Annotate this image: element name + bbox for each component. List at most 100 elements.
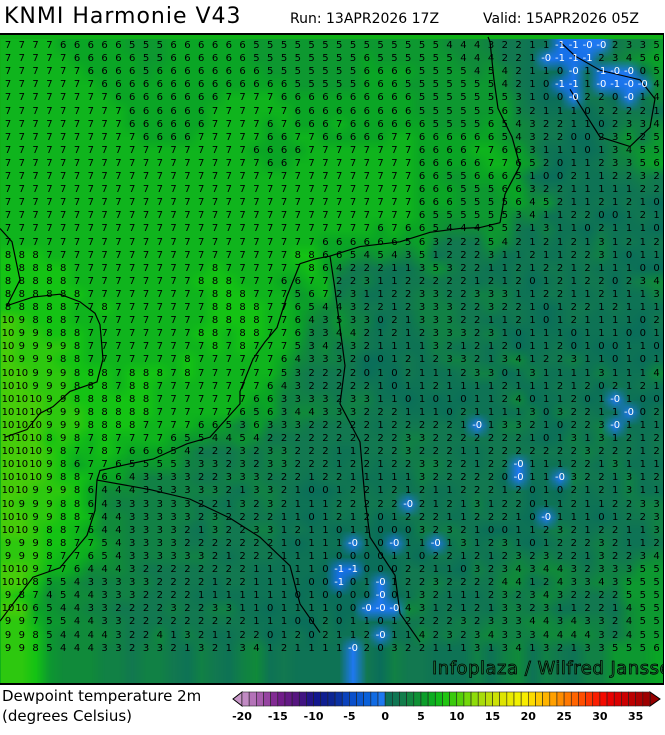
grid-value: 1 [198,590,205,602]
grid-value: 1 [460,590,467,602]
grid-value: 2 [432,511,439,523]
grid-value: 6 [294,275,301,287]
grid-value: 2 [418,419,426,431]
grid-value: 5 [432,53,439,65]
grid-value: 2 [556,354,564,366]
grid-value: 1 [529,288,536,300]
grid-value: 2 [225,537,232,549]
grid-value: 2 [405,511,412,523]
grid-value: 0 [405,393,412,405]
grid-value: 4 [529,616,536,628]
grid-value: 5 [432,66,439,78]
grid-value: 7 [184,236,191,248]
grid-value: 5 [529,157,536,169]
grid-value: 1 [529,341,536,353]
grid-value: 1 [280,564,288,575]
grid-value: 7 [87,537,94,549]
grid-value: 2 [474,550,481,562]
grid-value: 9 [60,419,67,431]
grid-value: 2 [639,184,646,196]
grid-value: 2 [598,131,605,143]
colorbar-cell [456,691,465,707]
grid-value: 6 [32,603,39,615]
grid-value: 7 [142,157,150,169]
grid-value: 3 [639,118,646,130]
grid-value: 7 [225,92,232,104]
grid-value: 6 [253,79,260,91]
grid-value: 7 [198,184,205,196]
grid-value: 2 [267,511,274,523]
grid-value: 8 [60,354,67,366]
grid-value: 1 [239,590,246,602]
grid-value: 2 [391,315,398,327]
grid-value: 7 [115,275,122,287]
grid-value: 1 [639,92,646,104]
grid-value: 10 [1,315,15,327]
grid-value: 0 [377,642,384,654]
grid-value: 3 [170,603,177,615]
grid-value: 7 [18,105,25,117]
grid-value: 1 [598,406,605,418]
grid-value: 9 [60,341,67,353]
grid-value: 2 [336,275,343,287]
grid-value: 3 [418,459,426,471]
grid-value: 2 [515,262,522,274]
grid-value: 1 [391,550,398,562]
grid-value: 0 [612,354,619,366]
grid-value: 3 [598,550,605,562]
grid-value: 3 [129,498,136,510]
grid-value: 2 [198,511,205,523]
coastline-sweden [559,41,656,148]
grid-value: 1 [529,472,536,484]
grid-value: 7 [280,171,288,182]
grid-value: 0 [584,105,591,117]
grid-value: 2 [625,171,633,182]
grid-value: 7 [129,302,136,313]
grid-value: 1 [405,315,412,327]
grid-value: 4 [515,354,522,366]
grid-value: 1 [405,380,412,392]
grid-value: 1 [584,511,591,523]
grid-value: 9 [60,380,67,392]
grid-value: 6 [391,79,398,91]
grid-value: 10 [29,472,42,484]
grid-value: 7 [170,367,177,379]
grid-value: 1 [280,524,288,536]
grid-value: 6 [73,564,81,575]
grid-value: 2 [460,485,467,497]
grid-value: 6 [170,118,177,130]
grid-value: 1 [584,498,591,510]
grid-value: 1 [529,66,536,78]
grid-value: 5 [294,53,301,65]
grid-value: 7 [73,118,81,130]
grid-value: 2 [377,498,384,510]
grid-value: 7 [184,210,191,222]
grid-value: 6 [253,144,260,156]
grid-value: 3 [87,577,94,589]
grid-value: 1 [543,249,550,261]
grid-value: 5 [653,40,660,51]
grid-value: 7 [142,197,150,209]
grid-value: 7 [198,171,205,182]
grid-value: 6 [432,197,439,209]
grid-value: 2 [501,446,508,458]
grid-value: 6 [267,380,274,392]
grid-value: 1 [653,354,660,366]
grid-value: 3 [446,302,453,313]
grid-value: 2 [556,131,564,143]
grid-value: 0 [556,485,564,497]
grid-value: 0 [501,472,508,484]
grid-value: 8 [4,249,12,261]
grid-value: 1 [377,288,384,300]
grid-value: 7 [405,210,412,222]
grid-value: 7 [253,354,260,366]
grid-row: 9 9 9 8 7 7 6 5 4 3 3 3 3 3 3 2 1 2 2 2 … [0,550,663,564]
grid-value: 7 [184,419,191,431]
grid-row: 7 7 7 7 7 7 7 7 7 7 7 7 7 7 7 7 7 7 7 7 … [0,211,663,223]
grid-value: 2 [280,498,288,510]
grid-value: 4 [101,485,108,497]
grid-value: 3 [584,616,591,628]
grid-value: 1 [487,262,495,274]
grid-value: 7 [225,341,232,353]
grid-value: 2 [570,315,577,327]
